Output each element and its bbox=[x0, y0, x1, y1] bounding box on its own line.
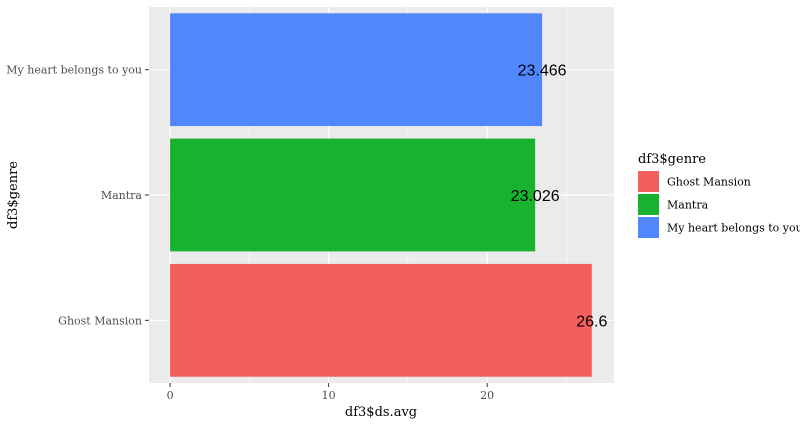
legend-key bbox=[638, 171, 659, 192]
y-tick-label: Ghost Mansion bbox=[58, 314, 142, 327]
y-tick-label: My heart belongs to you bbox=[6, 64, 142, 77]
legend-key bbox=[638, 217, 659, 238]
y-axis-title: df3$genre bbox=[6, 161, 21, 229]
legend-key bbox=[638, 194, 659, 215]
legend-label: My heart belongs to you bbox=[667, 222, 800, 235]
legend-title: df3$genre bbox=[638, 152, 706, 167]
x-tick-label: 10 bbox=[322, 389, 336, 402]
data-labels: 26.6 23.026 23.466 bbox=[511, 63, 608, 331]
bar bbox=[170, 13, 543, 127]
data-label: 23.466 bbox=[518, 63, 567, 80]
bar bbox=[170, 263, 592, 377]
bars bbox=[170, 13, 592, 377]
x-axis: 0 10 20 bbox=[167, 383, 494, 402]
y-axis: Ghost Mansion Mantra My heart belongs to y… bbox=[6, 64, 149, 327]
data-label: 23.026 bbox=[511, 188, 560, 205]
x-tick-label: 0 bbox=[167, 389, 174, 402]
x-tick-label: 20 bbox=[480, 389, 494, 402]
x-axis-title: df3$ds.avg bbox=[345, 405, 417, 420]
legend-label: Ghost Mansion bbox=[667, 176, 751, 189]
data-label: 26.6 bbox=[576, 313, 607, 330]
legend: df3$genre Ghost Mansion Mantra My heart be… bbox=[638, 152, 800, 238]
legend-label: Mantra bbox=[667, 199, 709, 212]
y-tick-label: Mantra bbox=[101, 189, 143, 202]
bar bbox=[170, 138, 536, 252]
